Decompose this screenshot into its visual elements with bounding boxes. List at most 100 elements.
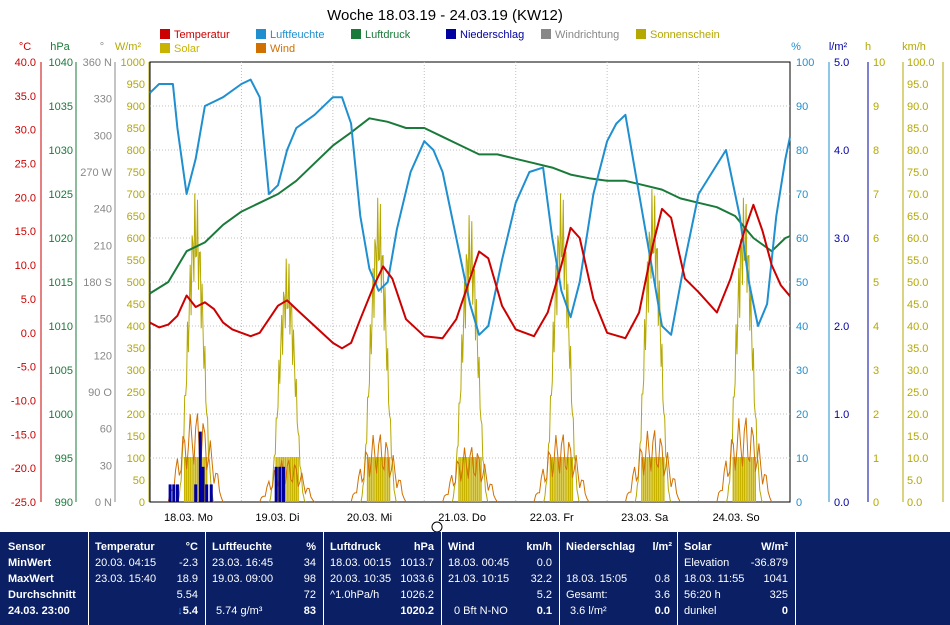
wind-axis-tick: 25.0 [907, 387, 928, 399]
solar-axis-tick: 900 [127, 101, 145, 113]
wind-axis-tick: 85.0 [907, 123, 928, 135]
rain-current-label: 3.6 l/m² [570, 605, 607, 617]
press-unit: hPa [50, 41, 70, 53]
solar-axis-tick: 800 [127, 145, 145, 157]
x-tick-label: 22.03. Fr [530, 512, 574, 524]
press-max-value: 1033.6 [400, 573, 434, 585]
pressure-line [149, 117, 791, 295]
press-unit-label: hPa [413, 541, 434, 553]
wind-curve [259, 459, 315, 503]
solar-curve [451, 215, 489, 503]
wind-axis-tick: 50.0 [907, 277, 928, 289]
plot-area [149, 78, 791, 503]
dir-axis-tick: 30 [100, 460, 112, 472]
rain-bar [194, 484, 198, 502]
solar-axis-tick: 700 [127, 189, 145, 201]
wind-avg-value: 5.2 [536, 589, 552, 601]
dir-axis-tick: 180 S [83, 277, 112, 289]
sun-axis-tick: 3 [873, 365, 879, 377]
solar-axis-tick: 100 [127, 453, 145, 465]
sensor-header: Sensor [8, 541, 46, 553]
sun-axis-tick: 1 [873, 453, 879, 465]
legend: Temperatur Luftfeuchte Luftdruck Niederschl… [160, 29, 720, 55]
hum-current-value: 83 [303, 605, 316, 617]
wind-unit-label: km/h [526, 541, 552, 553]
solar-curve [725, 197, 764, 503]
legend-swatch [351, 29, 361, 39]
trend-down-icon: ↓ [177, 605, 183, 617]
wind-axis-tick: 35.0 [907, 343, 928, 355]
solar-axis-tick: 300 [127, 365, 145, 377]
wind-axis-tick: 100.0 [907, 57, 935, 69]
legend-label: Solar [174, 43, 200, 55]
wind-axis-tick: 70.0 [907, 189, 928, 201]
temp-axis-tick: -5.0 [17, 362, 36, 374]
rain-axis-tick: 5.0 [834, 57, 849, 69]
dir-axis-tick: 210 [94, 240, 112, 252]
legend-label: Sonnenschein [650, 29, 720, 41]
hum-avg-value: 72 [303, 589, 316, 601]
dir-axis-tick: 270 W [80, 167, 112, 179]
weather-chart: Woche 18.03.19 - 24.03.19 (KW12) Tempera… [10, 7, 944, 532]
solar-axis-tick: 600 [127, 233, 145, 245]
legend-label: Luftfeuchte [270, 29, 324, 41]
solar-max-value: 1041 [763, 573, 788, 585]
current-time: 24.03. 23:00 [8, 605, 70, 617]
humidity-line [149, 78, 791, 336]
x-tick-label: 23.03. Sa [621, 512, 669, 524]
solar-axis-tick: 850 [127, 123, 145, 135]
wind-axis-tick: 30.0 [907, 365, 928, 377]
solar-column: Solar W/m² Elevation -36.879 18.03. 11:5… [677, 532, 796, 625]
temp-axis-tick: 0.0 [21, 328, 36, 340]
solar-axis-tick: 950 [127, 79, 145, 91]
rain-bar [172, 484, 176, 502]
time-marker-handle[interactable] [431, 521, 443, 532]
wind-curve [624, 430, 681, 503]
press-axis-tick: 1015 [49, 277, 73, 289]
rain-bar [281, 466, 285, 502]
legend-swatch [256, 43, 266, 53]
solar-axis-tick: 550 [127, 255, 145, 267]
press-axis-tick: 1005 [49, 365, 73, 377]
wind-axis-tick: 60.0 [907, 233, 928, 245]
temp-axis-tick: 40.0 [15, 57, 36, 69]
solar-axis-tick: 50 [133, 475, 145, 487]
rain-unit-label: l/m² [652, 541, 672, 553]
sun-axis-tick: 0 [873, 497, 879, 509]
dir-unit: ° [100, 41, 104, 53]
solar-curve [634, 188, 672, 503]
press-axis-tick: 990 [55, 497, 73, 509]
temp-axis-tick: 30.0 [15, 125, 36, 137]
rain-bar [168, 484, 172, 502]
wind-current-value: 0.1 [536, 605, 552, 617]
press-axis-tick: 995 [55, 453, 73, 465]
dir-axis-tick: 150 [94, 314, 112, 326]
press-header: Luftdruck [330, 541, 381, 553]
sun-axis-tick: 10 [873, 57, 885, 69]
wind-axis-tick: 10.0 [907, 453, 928, 465]
legend-label: Luftdruck [365, 29, 411, 41]
info-panel: Sensor MinWert MaxWert Durchschnitt 24.0… [0, 532, 950, 625]
temp-avg-value: 5.54 [176, 589, 198, 601]
wind-axis-tick: 40.0 [907, 321, 928, 333]
hum-axis-tick: 10 [796, 453, 808, 465]
solar-axis-tick: 250 [127, 387, 145, 399]
temp-axis-tick: 20.0 [15, 192, 36, 204]
solar-axis-tick: 350 [127, 343, 145, 355]
temp-header: Temperatur [95, 541, 155, 553]
hum-axis-tick: 40 [796, 321, 808, 333]
legend-label: Windrichtung [555, 29, 619, 41]
sun-axis-tick: 2 [873, 409, 879, 421]
hum-unit-label: % [306, 541, 316, 553]
dir-axis-tick: 120 [94, 350, 112, 362]
solar-sun-hours: 56:20 h [684, 589, 721, 601]
wind-axis-tick: 45.0 [907, 299, 928, 311]
temp-axis-tick: 35.0 [15, 91, 36, 103]
solar-axis-tick: 650 [127, 211, 145, 223]
rain-bar [175, 484, 179, 502]
sun-axis-tick: 5 [873, 277, 879, 289]
temp-current-number: 5.4 [182, 605, 198, 617]
hum-unit: % [791, 41, 801, 53]
temp-axis-tick: -10.0 [11, 395, 36, 407]
wind-min-value: 0.0 [536, 557, 552, 569]
